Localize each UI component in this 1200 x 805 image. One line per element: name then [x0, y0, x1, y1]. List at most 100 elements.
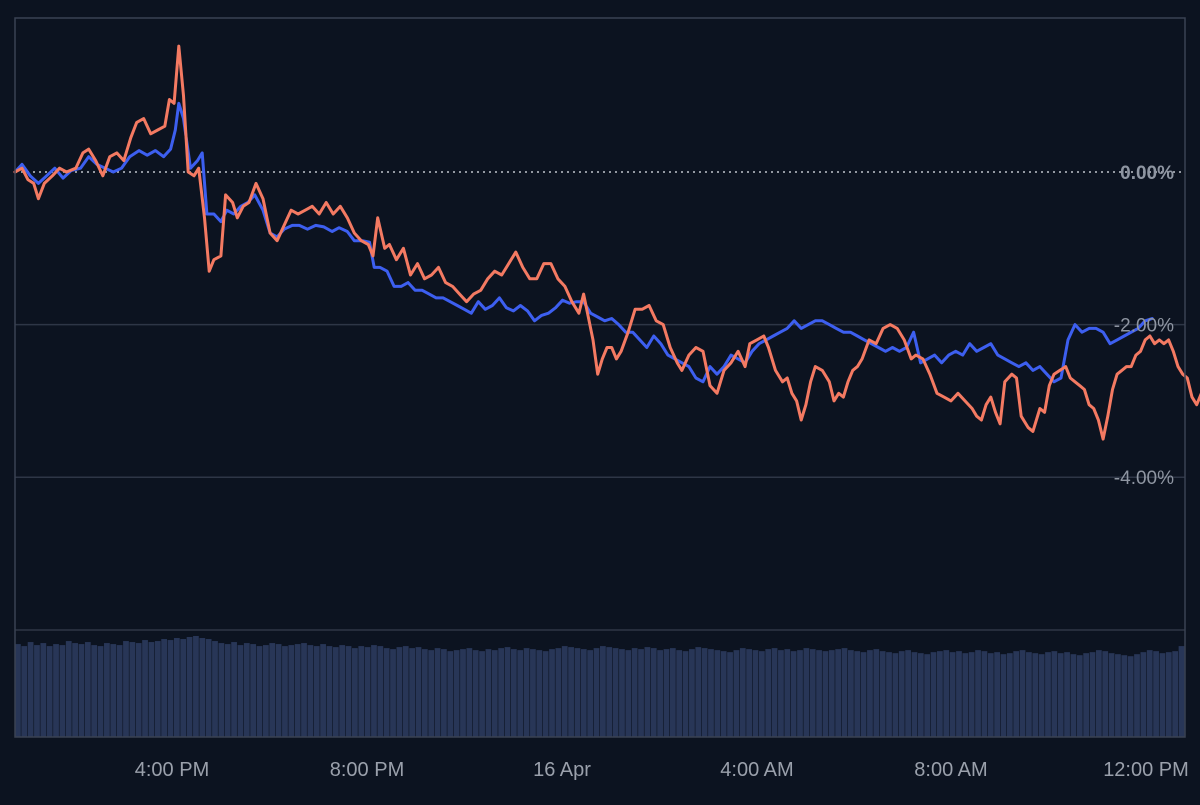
volume-bar [491, 650, 498, 737]
volume-bar [301, 643, 307, 737]
volume-bar [1083, 653, 1090, 737]
volume-bar [129, 642, 136, 737]
volume-bar [15, 644, 21, 737]
volume-bar [587, 650, 594, 737]
x-tick-label: 4:00 PM [135, 759, 209, 781]
volume-bar [924, 654, 931, 737]
x-tick-label: 8:00 AM [914, 759, 987, 781]
volume-bar [867, 650, 873, 737]
volume-bar [1108, 653, 1115, 737]
x-tick-label: 8:00 PM [330, 759, 404, 781]
volume-bar [173, 638, 180, 737]
volume-bar [650, 648, 657, 737]
volume-bar [860, 652, 867, 737]
series-line-2[interactable] [13, 44, 1200, 489]
volume-bar [631, 648, 638, 737]
volume-bar [167, 640, 174, 737]
volume-bar [1095, 650, 1102, 737]
volume-bar [561, 646, 568, 737]
volume-bar [116, 645, 123, 737]
volume-bar [778, 650, 784, 737]
volume-bar [797, 650, 803, 737]
volume-bar [1127, 656, 1134, 737]
series-line-1[interactable] [13, 101, 1154, 384]
volume-bar [53, 644, 59, 737]
volume-bar [135, 643, 142, 737]
volume-bar [21, 646, 28, 737]
volume-bar [1064, 652, 1070, 737]
volume-bar [428, 650, 435, 737]
volume-bar [504, 647, 511, 737]
x-tick-label: 4:00 AM [720, 759, 793, 781]
volume-bar [981, 651, 988, 737]
volume-bar [930, 652, 937, 737]
volume-bar [282, 646, 288, 737]
grid-lines [15, 171, 1185, 631]
volume-bar [695, 647, 702, 737]
volume-bar [517, 650, 524, 737]
volume-bar [682, 651, 689, 737]
volume-bar [104, 643, 110, 737]
volume-bar [975, 650, 981, 737]
volume-bar [701, 648, 708, 737]
volume-bar [148, 642, 155, 737]
volume-bar [332, 647, 339, 737]
volume-bar [956, 651, 962, 737]
volume-bar [224, 644, 231, 737]
volume-bar [809, 649, 816, 737]
volume-bar [949, 652, 956, 737]
volume-bar [549, 649, 555, 737]
volume-bar [243, 643, 250, 737]
volume-bar [669, 648, 676, 737]
volume-bar [733, 650, 740, 737]
volume-bar [523, 648, 530, 737]
volume-bar [275, 644, 282, 737]
volume-bar [46, 646, 53, 737]
volume-bar [510, 649, 517, 737]
volume-bar [326, 646, 333, 737]
volume-bar [441, 649, 447, 737]
volume-bar [205, 639, 212, 737]
volume-bar [689, 649, 695, 737]
volume-bar [142, 640, 148, 737]
volume-bar [180, 639, 187, 737]
volume-bar [1102, 651, 1109, 737]
volume-bar [294, 644, 301, 737]
volume-bar [911, 652, 918, 737]
volume-bar [72, 643, 78, 737]
volume-bar [612, 648, 619, 737]
volume-bar [1121, 655, 1128, 737]
volume-bar [434, 648, 441, 737]
volume-bar [886, 652, 892, 737]
volume-bar [460, 649, 466, 737]
volume-bar [987, 653, 994, 737]
volume-bar [1089, 652, 1096, 737]
volume-bar [708, 649, 714, 737]
volume-bar [1153, 651, 1159, 737]
volume-bar [485, 649, 492, 737]
volume-bar [898, 651, 905, 737]
volume-bar [638, 649, 644, 737]
volume-bar [784, 649, 791, 737]
volume-bar [1045, 652, 1051, 737]
volume-bar [358, 646, 365, 737]
volume-bar [892, 653, 899, 737]
volume-bar [377, 646, 384, 737]
volume-bar [65, 641, 72, 737]
volume-bar [1172, 651, 1179, 737]
volume-bar [466, 648, 473, 737]
volume-bar [1159, 653, 1166, 737]
volume-bar [313, 646, 320, 737]
volume-bar [320, 644, 326, 737]
volume-bar [803, 648, 810, 737]
volume-bar [580, 649, 587, 737]
volume-bar [937, 651, 943, 737]
volume-bar [199, 638, 206, 737]
y-axis-labels: 0.00% -2.00% -4.00% [1114, 163, 1174, 489]
volume-bar [231, 642, 237, 737]
volume-bar [123, 641, 129, 737]
volume-bar [968, 652, 975, 737]
volume-bar [822, 651, 829, 737]
volume-bar [390, 649, 396, 737]
